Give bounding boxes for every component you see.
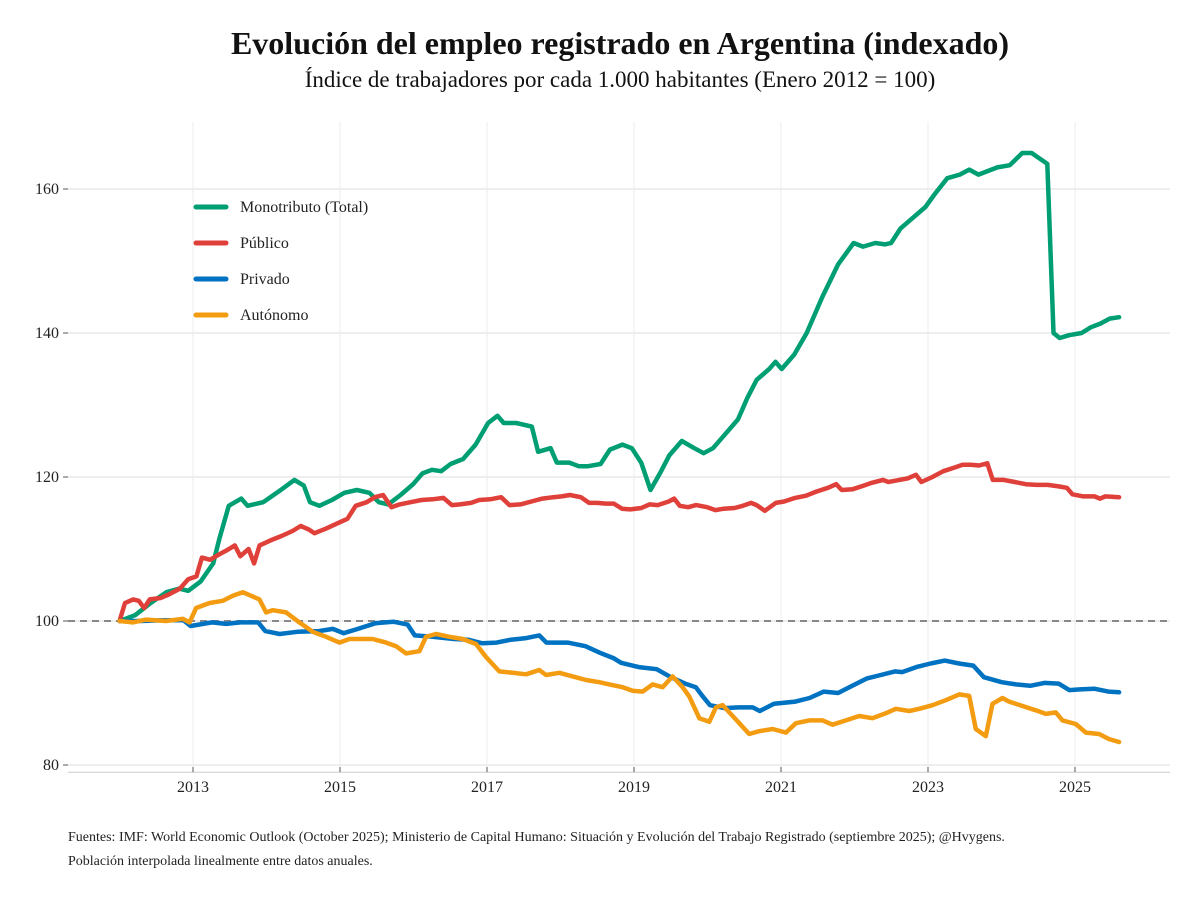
- caption-sources: Fuentes: IMF: World Economic Outlook (Oc…: [68, 830, 1005, 845]
- x-tick-label: 2025: [1059, 779, 1091, 796]
- series-lines: [117, 150, 1122, 745]
- legend-label: Privado: [240, 271, 290, 288]
- caption-note: Población interpolada linealmente entre …: [68, 854, 373, 869]
- y-tick-label: 120: [35, 469, 59, 486]
- legend: Monotributo (Total) Público Privado Autónom…: [193, 199, 368, 324]
- legend-label: Monotributo (Total): [240, 199, 368, 216]
- series-line-0: [117, 150, 1122, 624]
- series-line-1: [117, 461, 1122, 624]
- series-line-3: [117, 589, 1122, 745]
- x-tick-label: 2023: [912, 779, 944, 796]
- x-tick-label: 2013: [177, 779, 209, 796]
- x-tick-label: 2017: [471, 779, 503, 796]
- x-tick-label: 2021: [765, 779, 797, 796]
- y-tick-label: 160: [35, 181, 59, 198]
- x-tick-label: 2019: [618, 779, 650, 796]
- y-tick-label: 80: [43, 757, 59, 774]
- legend-label: Autónomo: [240, 307, 308, 324]
- x-tick-label: 2015: [324, 779, 356, 796]
- chart-subtitle: Índice de trabajadores por cada 1.000 ha…: [305, 67, 936, 92]
- y-tick-label: 100: [35, 613, 59, 630]
- chart-title: Evolución del empleo registrado en Argen…: [231, 25, 1009, 61]
- axis-ticks: 80 100 120 140 160 2013 2015 2017 2019 2021 2023 20…: [35, 181, 1091, 796]
- y-tick-label: 140: [35, 325, 59, 342]
- legend-label: Público: [240, 235, 289, 252]
